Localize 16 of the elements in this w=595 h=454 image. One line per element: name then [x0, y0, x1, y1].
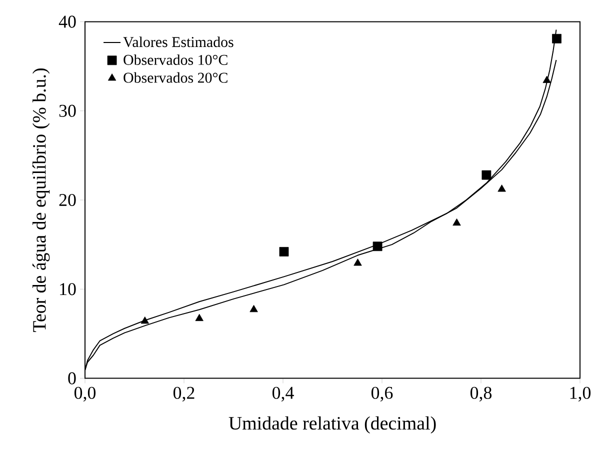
x-tick-label: 0,4 [272, 386, 294, 402]
y-tick-label: 40 [58, 16, 76, 28]
legend-label: Observados 10°C [124, 54, 228, 65]
y-tick-label: 10 [60, 283, 76, 296]
x-axis-title: Umidade relativa (decimal) [228, 416, 436, 434]
x-tick-label: 0,2 [173, 386, 194, 402]
legend-label: Valores Estimados [123, 36, 234, 48]
x-tick-label: 0,0 [74, 386, 96, 402]
x-tick-label: 1,0 [570, 386, 591, 402]
y-tick-label: 30 [59, 104, 76, 117]
y-tick-label: 20 [59, 194, 76, 206]
legend-label: Observados 20°C [124, 72, 228, 83]
x-tick-label: 0,6 [371, 386, 393, 402]
y-axis-title: Teor de água de equilíbrio (% b.u.) [32, 68, 50, 332]
x-tick-label: 0,8 [470, 386, 492, 402]
y-tick-label: 0 [68, 372, 76, 384]
